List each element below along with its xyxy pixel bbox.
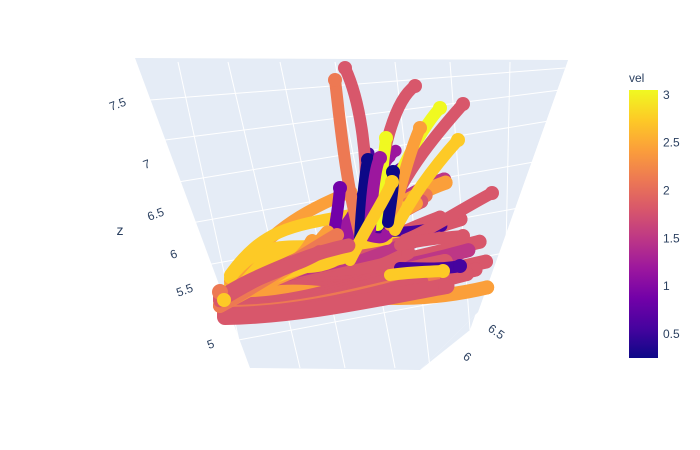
streamtube-end: [436, 264, 450, 278]
colorbar-tick-label: 1: [663, 279, 670, 293]
streamtube-end: [333, 181, 347, 195]
z-axis: 5 5.5 6 6.5 7 7.5 z: [107, 95, 216, 352]
streamtube-end: [485, 186, 499, 200]
colorbar-gradient: [629, 90, 658, 358]
streamtube: [329, 74, 366, 241]
scene-3d[interactable]: [135, 58, 568, 370]
colorbar-tick-label: 3: [663, 88, 670, 102]
streamtube-end: [453, 259, 467, 273]
streamtube-end: [373, 151, 387, 165]
colorbar-tick-label: 2.5: [663, 136, 680, 150]
streamtube: [213, 245, 327, 306]
x-tick-label: 6.5: [485, 321, 507, 342]
streamtube-end: [456, 97, 470, 111]
streamtube-end: [408, 79, 422, 93]
colorbar: vel 0.5 1 1.5 2 2.5 3: [629, 71, 680, 358]
gridline: [504, 61, 511, 296]
z-tick-label: 6.5: [145, 205, 166, 224]
streamtube-end: [478, 254, 493, 269]
z-tick-label: 7: [141, 156, 152, 172]
streamtube-end: [456, 229, 470, 243]
streamtube-end: [433, 101, 447, 115]
z-axis-title: z: [117, 222, 124, 238]
colorbar-tick-label: 1.5: [663, 231, 680, 245]
streamtube-end: [328, 73, 342, 87]
streamtube-end: [451, 133, 465, 147]
streamtube: [389, 134, 464, 236]
z-tick-label: 7.5: [107, 95, 128, 114]
streamtube-end: [217, 293, 231, 307]
streamtube-end: [361, 153, 375, 167]
streamtube-end: [379, 131, 393, 145]
colorbar-title: vel: [629, 71, 644, 85]
z-tick-label: 6: [168, 246, 179, 262]
streamtube-end: [385, 175, 399, 189]
streamtube: [384, 265, 449, 281]
streamtube-end: [438, 175, 453, 190]
z-tick-label: 5.5: [174, 281, 195, 300]
streamtubes: [212, 61, 499, 325]
streamtube-end: [413, 121, 427, 135]
streamtube-end: [338, 61, 352, 75]
streamtube-end: [461, 243, 476, 258]
x-tick-label: 6: [461, 349, 475, 364]
streamtube-end: [480, 280, 495, 295]
colorbar-tick-label: 0.5: [663, 327, 680, 341]
z-tick-label: 5: [205, 336, 216, 352]
streamtube: [217, 278, 455, 325]
colorbar-tick-label: 2: [663, 184, 670, 198]
streamtube-end: [472, 234, 487, 249]
streamtube-end: [438, 278, 455, 294]
